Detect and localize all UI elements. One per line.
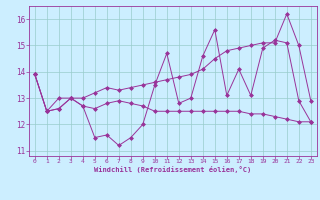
- X-axis label: Windchill (Refroidissement éolien,°C): Windchill (Refroidissement éolien,°C): [94, 166, 252, 173]
